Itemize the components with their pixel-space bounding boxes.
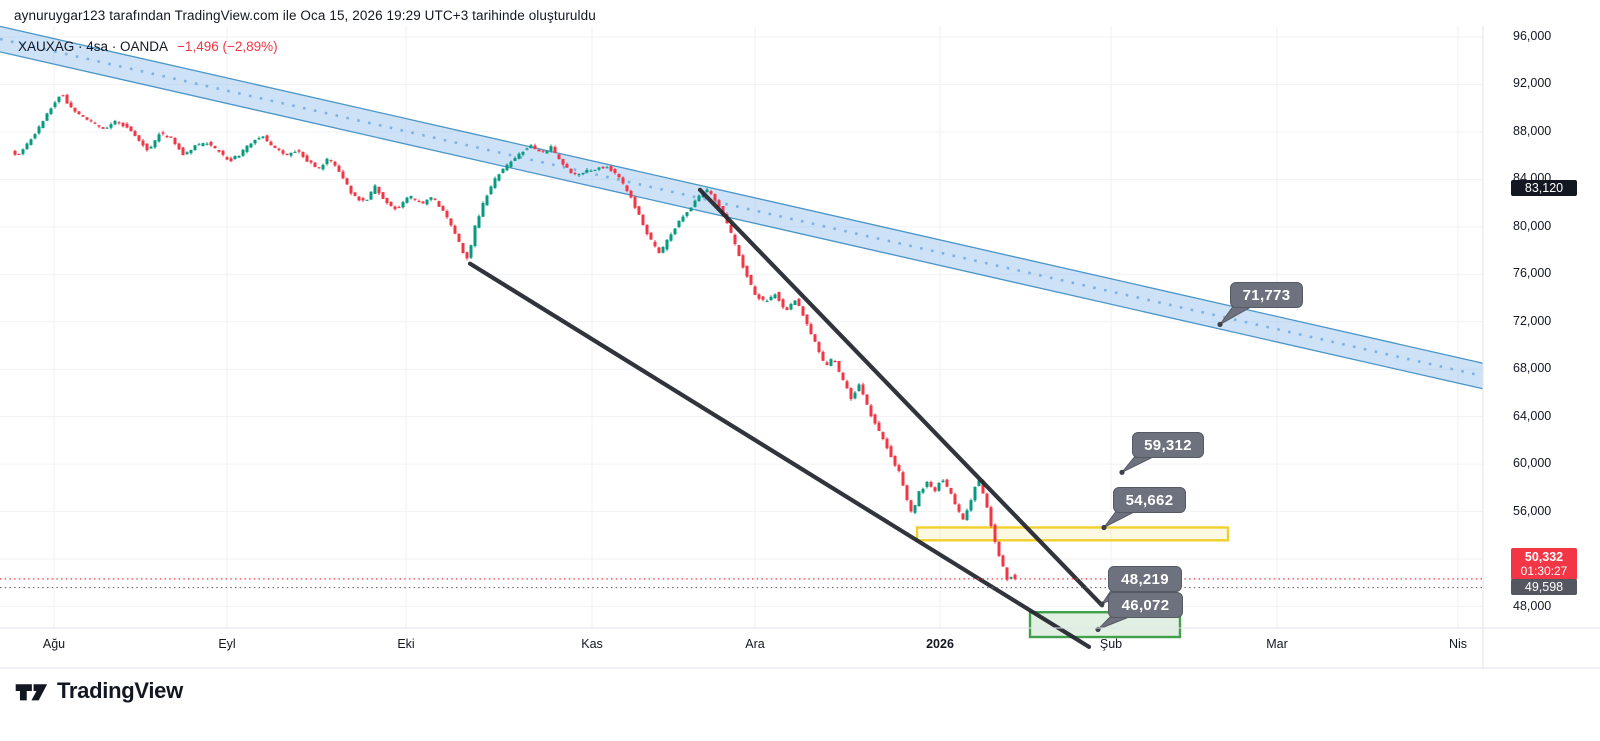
y-axis-tick-label: 92,000	[1513, 76, 1552, 91]
symbol-title: XAUXAG · 4sa · OANDA	[18, 39, 169, 54]
trendline-drawing[interactable]	[697, 187, 1105, 608]
price-callout[interactable]: 54,662	[1113, 487, 1186, 513]
y-axis-tick-label: 80,000	[1513, 218, 1552, 233]
grid-lines	[0, 26, 1483, 628]
zone-yellow-drawing[interactable]	[915, 526, 1230, 542]
price-axis[interactable]: 96,000 92,000 88,000 84,000 80,000 76,000 72,0…	[1483, 26, 1600, 628]
x-axis-tick-label: Kas	[581, 637, 603, 651]
last-price-value: 50,332	[1524, 549, 1564, 564]
x-axis-tick-label: Eki	[397, 637, 415, 651]
y-axis-tick-label: 72,000	[1513, 313, 1552, 328]
anchor-price-label: 83,120	[1511, 179, 1577, 196]
y-axis-tick-label: 96,000	[1513, 29, 1552, 43]
horizontal-line-price-label: 49,598	[1511, 578, 1577, 595]
y-axis-tick-label: 88,000	[1513, 123, 1552, 138]
y-axis-tick-label: 48,000	[1513, 598, 1552, 613]
x-axis-tick-label: Nis	[1448, 637, 1468, 651]
time-axis[interactable]: Ağu Eyl Eki Kas Ara 2026 Şub Mar Nis	[0, 628, 1483, 668]
trendline-drawing[interactable]	[467, 261, 1092, 649]
price-callout[interactable]: 59,312	[1132, 432, 1204, 458]
candles	[13, 93, 1017, 582]
y-axis-tick-label: 68,000	[1513, 361, 1552, 376]
attribution-text: aynuruygar123 tarafından TradingView.com…	[14, 8, 596, 23]
last-price-label: 50,332 01:30:27	[1511, 547, 1577, 580]
tradingview-logo-icon	[15, 684, 48, 701]
chart-frame	[0, 26, 1600, 669]
tradingview-logo-text: TradingView	[57, 678, 183, 703]
x-axis-tick-label: Ağu	[42, 637, 66, 651]
trend-channel-drawing[interactable]	[0, 25, 1484, 390]
y-axis-tick-label: 76,000	[1513, 266, 1552, 281]
symbol-legend[interactable]: XAUXAG · 4sa · OANDA −1,496 (−2,89%)	[18, 39, 278, 54]
x-axis-tick-label: Mar	[1266, 637, 1288, 651]
price-callout[interactable]: 46,072	[1108, 592, 1183, 618]
y-axis-tick-label: 64,000	[1513, 408, 1552, 423]
price-callout[interactable]: 48,219	[1108, 566, 1182, 592]
symbol-change: −1,496 (−2,89%)	[177, 39, 278, 54]
tradingview-logo[interactable]: TradingView	[14, 676, 183, 706]
price-callout[interactable]: 71,773	[1230, 282, 1303, 308]
x-axis-tick-label: Şub	[1099, 637, 1123, 651]
y-axis-tick-label: 60,000	[1513, 456, 1552, 471]
x-axis-tick-label: Ara	[745, 637, 765, 651]
x-axis-tick-label: 2026	[926, 637, 954, 651]
y-axis-tick-label: 56,000	[1513, 503, 1552, 518]
x-axis-tick-label: Eyl	[218, 637, 236, 651]
bar-countdown: 01:30:27	[1520, 563, 1568, 578]
